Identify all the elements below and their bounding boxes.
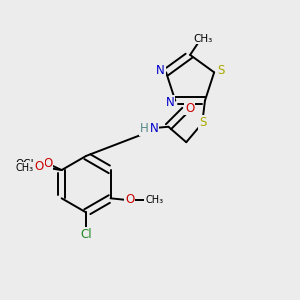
Text: CH₃: CH₃: [145, 195, 163, 205]
Text: H: H: [140, 122, 149, 135]
Text: O: O: [185, 101, 194, 115]
Text: OCH₃: OCH₃: [15, 158, 43, 169]
Text: O: O: [35, 160, 44, 173]
Text: N: N: [156, 64, 165, 77]
Text: S: S: [199, 116, 206, 129]
Text: S: S: [217, 64, 224, 77]
Text: CH₃: CH₃: [15, 163, 34, 173]
Text: O: O: [125, 193, 134, 206]
Text: O: O: [43, 157, 52, 170]
Text: N: N: [150, 122, 158, 135]
Text: Cl: Cl: [80, 228, 92, 241]
Text: CH₃: CH₃: [193, 34, 212, 44]
Text: N: N: [166, 96, 174, 109]
